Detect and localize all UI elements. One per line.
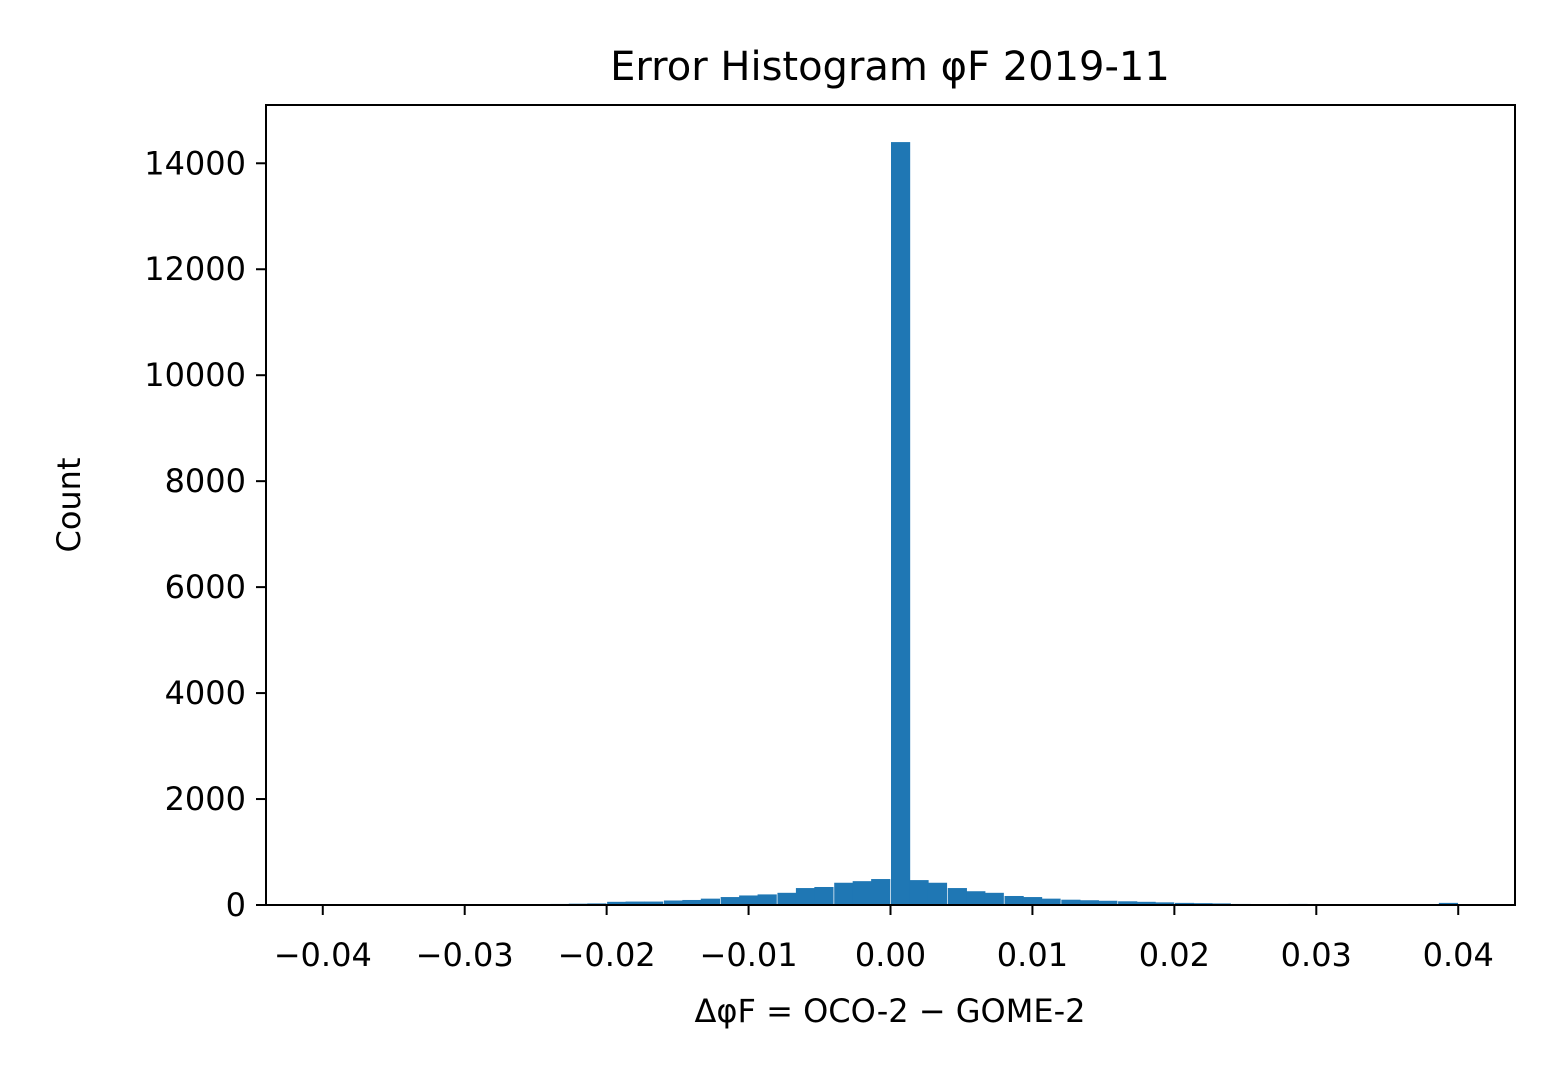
histogram-bar	[871, 879, 891, 905]
histogram-bar	[891, 142, 911, 906]
histogram-bar	[795, 888, 816, 905]
histogram-bar	[1061, 899, 1081, 905]
histogram-bar	[1022, 897, 1043, 905]
y-axis-label: Count	[50, 457, 88, 552]
histogram-bars	[303, 142, 1459, 906]
histogram-bar	[644, 901, 664, 905]
chart-title: Error Histogram φF 2019-11	[610, 44, 1170, 90]
y-tick-label: 0	[226, 886, 246, 924]
histogram-bar	[1136, 901, 1156, 905]
histogram-bar	[1174, 902, 1195, 905]
histogram-bar	[663, 900, 684, 905]
x-tick-label: 0.02	[1139, 936, 1210, 974]
y-tick-label: 12000	[144, 250, 246, 288]
histogram-bar	[1154, 902, 1175, 905]
histogram-bar	[1004, 895, 1024, 905]
x-tick-label: 0.00	[855, 936, 926, 974]
histogram-bar	[1079, 900, 1099, 905]
x-tick-label: −0.03	[416, 936, 514, 974]
y-tick-label: 14000	[144, 144, 246, 182]
histogram-bar	[814, 886, 834, 905]
histogram-bar	[757, 894, 777, 905]
histogram-bar	[834, 882, 854, 905]
histogram-bar	[1098, 900, 1118, 905]
histogram-bar	[720, 897, 740, 905]
histogram-bar	[777, 892, 797, 905]
histogram-bar	[1438, 902, 1459, 905]
histogram-bar	[947, 888, 967, 905]
histogram-bar	[739, 895, 759, 905]
histogram-bar	[1041, 898, 1061, 905]
y-tick-label: 4000	[165, 674, 246, 712]
y-tick-label: 10000	[144, 356, 246, 394]
y-tick-label: 6000	[165, 568, 246, 606]
y-axis-ticks: 0 2000 4000 6000 8000 10000 12000 14000	[144, 144, 266, 924]
x-tick-label: 0.01	[997, 936, 1068, 974]
x-tick-label: −0.02	[558, 936, 656, 974]
x-tick-label: −0.04	[274, 936, 372, 974]
histogram-bar	[682, 899, 702, 905]
histogram-bar	[1118, 901, 1138, 905]
x-tick-label: −0.01	[700, 936, 798, 974]
y-tick-label: 8000	[165, 462, 246, 500]
histogram-bar	[852, 881, 872, 905]
histogram-bar	[984, 892, 1004, 905]
x-axis-ticks: −0.04 −0.03 −0.02 −0.01 0.00 0.01 0.02 0.03 0.04	[274, 905, 1494, 974]
histogram-bar	[966, 891, 986, 905]
histogram-bar	[909, 880, 929, 905]
histogram-bar	[700, 898, 720, 905]
x-tick-label: 0.04	[1423, 936, 1494, 974]
histogram-bar	[625, 901, 645, 905]
y-tick-label: 2000	[165, 780, 246, 818]
x-tick-label: 0.03	[1281, 936, 1352, 974]
histogram-bar	[607, 901, 627, 905]
x-axis-label: ΔφF = OCO-2 − GOME-2	[695, 992, 1086, 1030]
histogram-bar	[927, 882, 948, 905]
